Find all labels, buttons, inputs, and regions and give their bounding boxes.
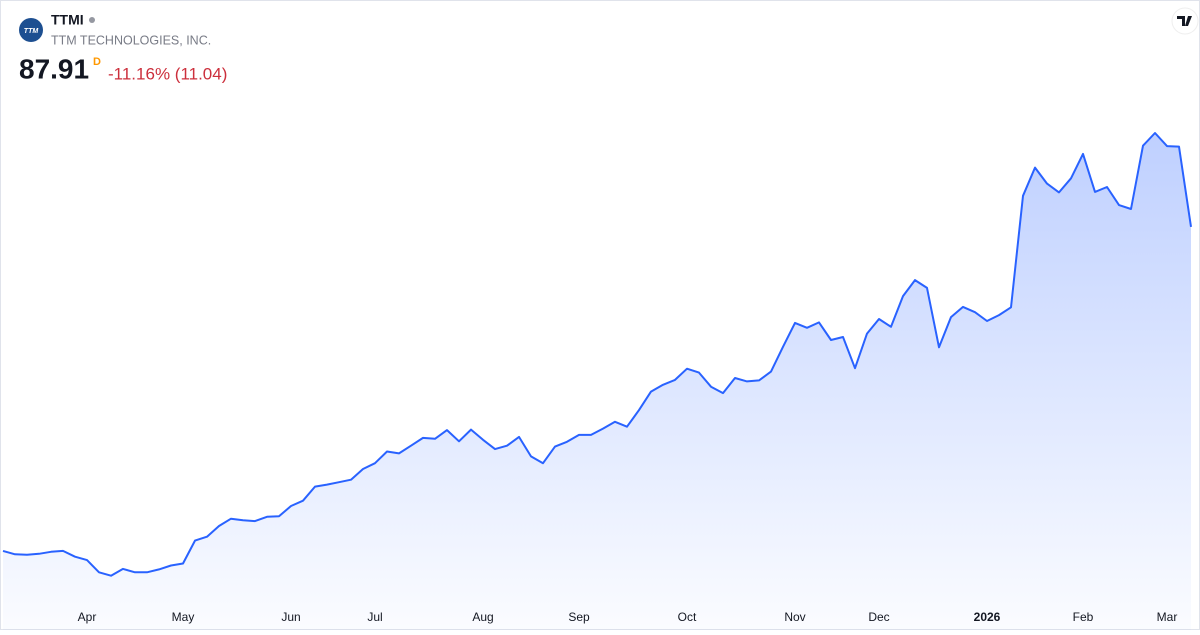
company: TTM TECHNOLOGIES, INC. — [51, 33, 211, 47]
x-tick-label: Nov — [784, 610, 805, 624]
change: -11.16% (11.04) — [108, 64, 227, 83]
x-tick-label: Apr — [78, 610, 97, 624]
x-tick-label: Mar — [1157, 610, 1178, 624]
area-fill — [3, 133, 1191, 630]
tv-logo — [1171, 7, 1199, 35]
x-tick-label: Feb — [1073, 610, 1094, 624]
x-tick-label: Oct — [678, 610, 697, 624]
x-tick-label: Jul — [367, 610, 382, 624]
x-tick-label: Dec — [868, 610, 889, 624]
price-line — [2, 132, 1192, 577]
x-tick-label: May — [172, 610, 195, 624]
status-dot — [89, 17, 95, 23]
logo — [19, 18, 43, 42]
x-tick-label: Jun — [281, 610, 300, 624]
x-tick-label: 2026 — [974, 610, 1001, 624]
price: 87.91 — [19, 53, 89, 84]
ticker: TTMI — [51, 12, 84, 28]
x-tick-label: Sep — [568, 610, 590, 624]
x-tick-label: Aug — [472, 610, 493, 624]
logo-text: TTM — [24, 28, 39, 35]
interval: D — [93, 56, 101, 68]
